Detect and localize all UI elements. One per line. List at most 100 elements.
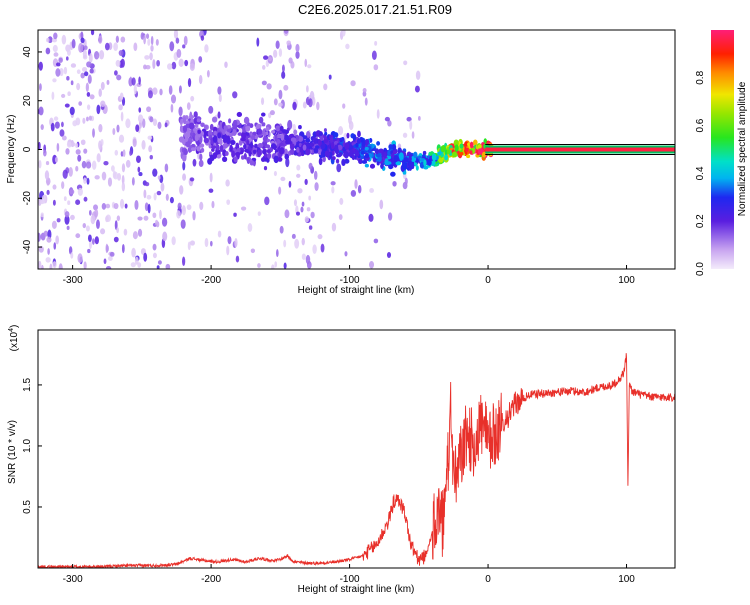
spectrogram-cell bbox=[155, 219, 159, 226]
spectrogram-cell bbox=[176, 210, 181, 219]
spectrogram-cell bbox=[86, 104, 91, 110]
spectrogram-ridge-cell bbox=[258, 116, 264, 124]
spectrogram-cell bbox=[89, 94, 95, 100]
spectrogram-cell bbox=[43, 230, 49, 237]
spectrogram-ridge-cell bbox=[398, 152, 404, 160]
spectrogram-cell bbox=[119, 198, 125, 209]
spectrogram-ridge-cell bbox=[352, 135, 356, 141]
spectrogram-cell bbox=[147, 203, 151, 214]
spectrogram-ridge-cell bbox=[199, 136, 203, 144]
spectrogram-cell bbox=[88, 53, 93, 63]
spectrogram-ridge-cell bbox=[305, 148, 311, 156]
spectrogram-cell bbox=[316, 101, 320, 111]
spectrogram-cell bbox=[323, 83, 328, 91]
spectrogram-cell bbox=[276, 249, 279, 257]
spectrogram-ridge-cell bbox=[378, 148, 384, 154]
spectrogram-ridge-cell bbox=[319, 136, 324, 141]
spectrogram-cell bbox=[313, 170, 318, 180]
spectrogram-ridge-cell bbox=[301, 151, 305, 157]
spectrogram-ridge-cell bbox=[190, 132, 194, 137]
spectrogram-cell bbox=[64, 103, 70, 108]
spectrogram-ridge-cell bbox=[413, 151, 418, 158]
spectrogram-ridge-cell bbox=[271, 129, 276, 134]
spectrogram-ridge-cell bbox=[369, 163, 376, 169]
spectrogram-cell bbox=[369, 187, 375, 193]
spectrogram-cell bbox=[101, 171, 107, 181]
spectrogram-ridge-cell bbox=[263, 165, 268, 171]
spectrogram-ridge-cell bbox=[185, 140, 191, 148]
spectrogram-ridge-cell bbox=[298, 125, 302, 130]
spectrogram-cell bbox=[75, 199, 81, 206]
spectrogram-cell bbox=[403, 60, 408, 66]
spectrogram-cell bbox=[53, 32, 58, 40]
spectrogram-ridge-cell bbox=[384, 158, 389, 166]
spectrogram-cell bbox=[374, 40, 378, 46]
spectrogram-ridge-cell bbox=[199, 153, 203, 161]
spectrogram-cell bbox=[141, 140, 146, 150]
spectrogram-ridge-cell bbox=[181, 154, 187, 162]
spectrogram-ridge-cell bbox=[203, 137, 210, 144]
spectrogram-ridge-cell bbox=[199, 143, 205, 148]
spectrogram-ridge-cell bbox=[189, 115, 195, 119]
colorbar-tick-label: 0.0 bbox=[695, 262, 706, 276]
spectrogram-cell bbox=[192, 210, 196, 221]
spectrogram-cell bbox=[283, 30, 289, 34]
spectrogram-x-tick-label: -200 bbox=[201, 275, 221, 286]
spectrogram-ridge-cell bbox=[364, 163, 369, 168]
spectrogram-ridge-cell bbox=[392, 150, 397, 155]
spectrogram-y-tick-label: -20 bbox=[22, 191, 33, 206]
spectrogram-cell bbox=[122, 149, 126, 157]
spectrogram-cell bbox=[121, 175, 125, 185]
spectrogram-ridge-cell bbox=[236, 111, 243, 118]
spectrogram-ridge-cell bbox=[200, 147, 205, 153]
spectrogram-ridge-cell bbox=[427, 158, 432, 166]
spectrogram-cell bbox=[109, 251, 115, 257]
snr-panel: -300 -200 -100 0 100 0.5 1.0 1.5 Height of str… bbox=[7, 325, 676, 595]
spectrogram-cell bbox=[406, 116, 412, 122]
spectrogram-cell bbox=[208, 188, 214, 193]
spectrogram-ridge-cell bbox=[248, 151, 252, 157]
spectrogram-cell bbox=[96, 153, 101, 163]
spectrogram-cell bbox=[295, 51, 300, 59]
spectrogram-cell bbox=[61, 93, 66, 98]
spectrogram-cell bbox=[280, 176, 286, 182]
spectrogram-cell bbox=[61, 121, 64, 128]
spectrogram-cell bbox=[55, 68, 61, 77]
spectrogram-ridge-cell bbox=[415, 165, 419, 171]
spectrogram-ridge-cell bbox=[203, 124, 208, 130]
spectrogram-ridge-cell bbox=[290, 137, 297, 143]
spectrogram-ridge-cell bbox=[376, 160, 380, 166]
snr-y-tick-label: 0.5 bbox=[22, 500, 33, 514]
spectrogram-ridge-cell bbox=[305, 138, 311, 143]
spectrogram-cell bbox=[51, 91, 55, 100]
spectrogram-cell bbox=[135, 155, 141, 163]
spectrogram-cell bbox=[144, 55, 150, 60]
spectrogram-cell bbox=[295, 43, 300, 53]
spectrogram-cell bbox=[177, 202, 182, 210]
spectrogram-ridge-cell bbox=[182, 140, 186, 146]
spectrogram-cell bbox=[52, 199, 56, 206]
spectrogram-cell bbox=[96, 104, 101, 115]
snr-x-tick-label: 0 bbox=[485, 574, 491, 585]
spectrogram-cell bbox=[66, 225, 70, 231]
spectrogram-cell bbox=[296, 173, 301, 178]
spectrogram-cell bbox=[71, 38, 76, 49]
spectrogram-cell bbox=[281, 64, 285, 73]
spectrogram-cell bbox=[86, 116, 89, 122]
spectrogram-ridge-cell bbox=[324, 131, 328, 136]
spectrogram-ridge-cell bbox=[213, 130, 217, 136]
spectrogram-ridge-cell bbox=[354, 151, 360, 157]
spectrogram-y-tick-label: 0 bbox=[22, 146, 33, 152]
spectrogram-cell bbox=[181, 220, 185, 227]
spectrogram-ridge-cell bbox=[477, 147, 483, 155]
spectrogram-cell bbox=[88, 239, 92, 250]
spectrogram-ridge-cell bbox=[390, 171, 396, 177]
spectrogram-ridge-cell bbox=[246, 139, 250, 145]
spectrogram-cell bbox=[82, 117, 86, 124]
snr-y-tick-label: 1.5 bbox=[22, 378, 33, 392]
spectrogram-ridge-cell bbox=[237, 132, 243, 136]
spectrogram-cell bbox=[124, 203, 128, 209]
spectrogram-cell bbox=[304, 58, 308, 68]
spectrogram-cell bbox=[183, 35, 188, 46]
spectrogram-cell bbox=[292, 123, 296, 131]
